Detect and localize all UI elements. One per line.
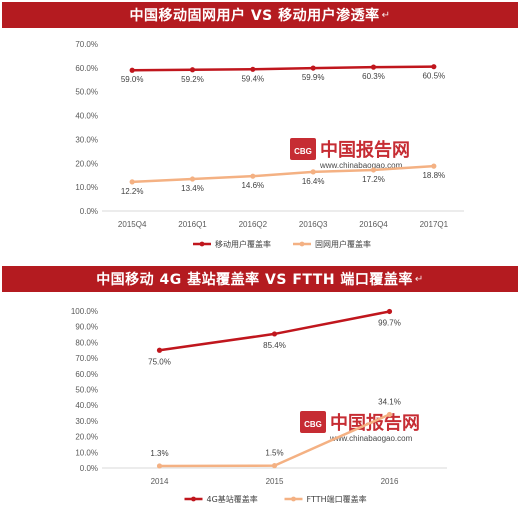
y-tick-label: 40.0% bbox=[75, 401, 98, 410]
data-label: 75.0% bbox=[148, 357, 171, 366]
data-point bbox=[271, 331, 278, 337]
legend-label: 4G基站覆盖率 bbox=[207, 494, 258, 504]
chart-panel-penetration: 中国移动固网用户 VS 移动用户渗透率 ↵ 0.0% 10.0% 20.0% 30.0… bbox=[2, 2, 518, 258]
data-label: 59.9% bbox=[302, 73, 325, 82]
y-tick-label: 20.0% bbox=[75, 433, 98, 442]
legend-label: FTTH端口覆盖率 bbox=[307, 494, 367, 504]
legend-marker bbox=[291, 496, 296, 502]
data-point bbox=[310, 65, 316, 71]
chart-title: 中国移动固网用户 VS 移动用户渗透率 bbox=[129, 8, 380, 24]
series-line-2 bbox=[132, 164, 434, 184]
chart-title-banner: 中国移动固网用户 VS 移动用户渗透率 ↵ bbox=[2, 2, 518, 28]
legend-marker bbox=[191, 496, 196, 502]
x-tick-label: 2016Q4 bbox=[359, 220, 388, 229]
data-point bbox=[310, 169, 316, 175]
y-tick-label: 70.0% bbox=[75, 40, 98, 49]
data-label: 13.4% bbox=[181, 184, 204, 193]
data-point bbox=[156, 347, 163, 353]
y-tick-label: 100.0% bbox=[71, 307, 98, 316]
x-tick-label: 2016 bbox=[381, 477, 399, 486]
data-label: 59.0% bbox=[121, 75, 144, 84]
chart-panel-coverage: 中国移动 4G 基站覆盖率 VS FTTH 端口覆盖率 ↵ 0.0% 10.0% 2… bbox=[2, 266, 518, 512]
data-point bbox=[250, 173, 256, 179]
data-label: 34.1% bbox=[378, 397, 401, 406]
data-point bbox=[250, 66, 256, 72]
line-chart: 0.0% 10.0% 20.0% 30.0% 40.0% 50.0% 60.0% 70.0% 8… bbox=[71, 307, 447, 504]
data-point bbox=[431, 64, 437, 70]
data-label: 1.3% bbox=[150, 449, 168, 458]
data-point bbox=[370, 64, 377, 70]
data-point bbox=[189, 176, 196, 182]
legend-label: 移动用户覆盖率 bbox=[215, 239, 271, 249]
data-label: 59.4% bbox=[241, 74, 264, 83]
watermark-logo-box bbox=[290, 138, 316, 160]
y-tick-label: 30.0% bbox=[75, 417, 98, 426]
data-label: 1.5% bbox=[265, 449, 283, 458]
x-tick-label: 2016Q2 bbox=[239, 220, 268, 229]
data-label: 16.4% bbox=[302, 177, 325, 186]
x-tick-label: 2016Q1 bbox=[178, 220, 207, 229]
y-tick-label: 40.0% bbox=[75, 112, 98, 121]
data-point bbox=[189, 67, 196, 73]
legend-label: 固网用户覆盖率 bbox=[315, 239, 371, 249]
data-point bbox=[386, 411, 393, 418]
y-tick-label: 70.0% bbox=[75, 354, 98, 363]
legend-marker bbox=[199, 241, 205, 247]
x-tick-label: 2015 bbox=[266, 477, 284, 486]
x-tick-label: 2014 bbox=[151, 477, 169, 486]
watermark-logo: CBG bbox=[304, 420, 322, 429]
y-tick-label: 30.0% bbox=[75, 135, 98, 144]
x-tick-label: 2015Q4 bbox=[118, 220, 147, 229]
y-tick-label: 80.0% bbox=[75, 338, 98, 347]
y-tick-label: 60.0% bbox=[75, 370, 98, 379]
y-tick-label: 0.0% bbox=[80, 464, 98, 473]
watermark-logo: CBG bbox=[294, 147, 312, 156]
x-tick-label: 2017Q1 bbox=[420, 220, 449, 229]
y-tick-label: 50.0% bbox=[75, 386, 98, 395]
data-point bbox=[431, 163, 437, 169]
y-tick-label: 50.0% bbox=[75, 88, 98, 97]
data-label: 60.5% bbox=[422, 72, 445, 81]
watermark-name: 中国报告网 bbox=[320, 139, 410, 161]
watermark-name: 中国报告网 bbox=[330, 412, 420, 434]
chart-title-banner: 中国移动 4G 基站覆盖率 VS FTTH 端口覆盖率 ↵ bbox=[2, 266, 518, 292]
data-label: 60.3% bbox=[362, 72, 385, 81]
y-tick-label: 20.0% bbox=[75, 159, 98, 168]
paragraph-mark: ↵ bbox=[381, 9, 391, 21]
y-tick-label: 60.0% bbox=[75, 64, 98, 73]
data-label: 99.7% bbox=[378, 318, 401, 327]
x-tick-label: 2016Q3 bbox=[299, 220, 328, 229]
data-label: 18.8% bbox=[422, 171, 445, 180]
data-label: 59.2% bbox=[181, 75, 204, 84]
data-point bbox=[271, 463, 278, 469]
watermark-logo-box bbox=[300, 411, 326, 433]
watermark-url: www.chinabaogao.com bbox=[319, 161, 403, 170]
y-tick-label: 10.0% bbox=[75, 183, 98, 192]
line-chart: 0.0% 10.0% 20.0% 30.0% 40.0% 50.0% 60.0% 70.0% 2… bbox=[75, 40, 464, 249]
data-label: 85.4% bbox=[263, 341, 286, 350]
paragraph-mark: ↵ bbox=[414, 273, 424, 285]
series-line-1 bbox=[132, 65, 434, 72]
data-label: 14.6% bbox=[241, 181, 264, 190]
data-point bbox=[370, 167, 377, 173]
data-label: 12.2% bbox=[121, 187, 144, 196]
data-label: 17.2% bbox=[362, 175, 385, 184]
data-point bbox=[156, 463, 163, 469]
data-point bbox=[129, 179, 135, 185]
y-tick-label: 10.0% bbox=[75, 448, 98, 457]
data-point bbox=[129, 67, 135, 73]
y-tick-label: 0.0% bbox=[80, 207, 98, 216]
chart-title: 中国移动 4G 基站覆盖率 VS FTTH 端口覆盖率 bbox=[96, 272, 413, 288]
legend-marker bbox=[299, 241, 305, 247]
data-point bbox=[386, 308, 393, 315]
y-tick-label: 90.0% bbox=[75, 323, 98, 332]
watermark-url: www.chinabaogao.com bbox=[329, 434, 413, 443]
